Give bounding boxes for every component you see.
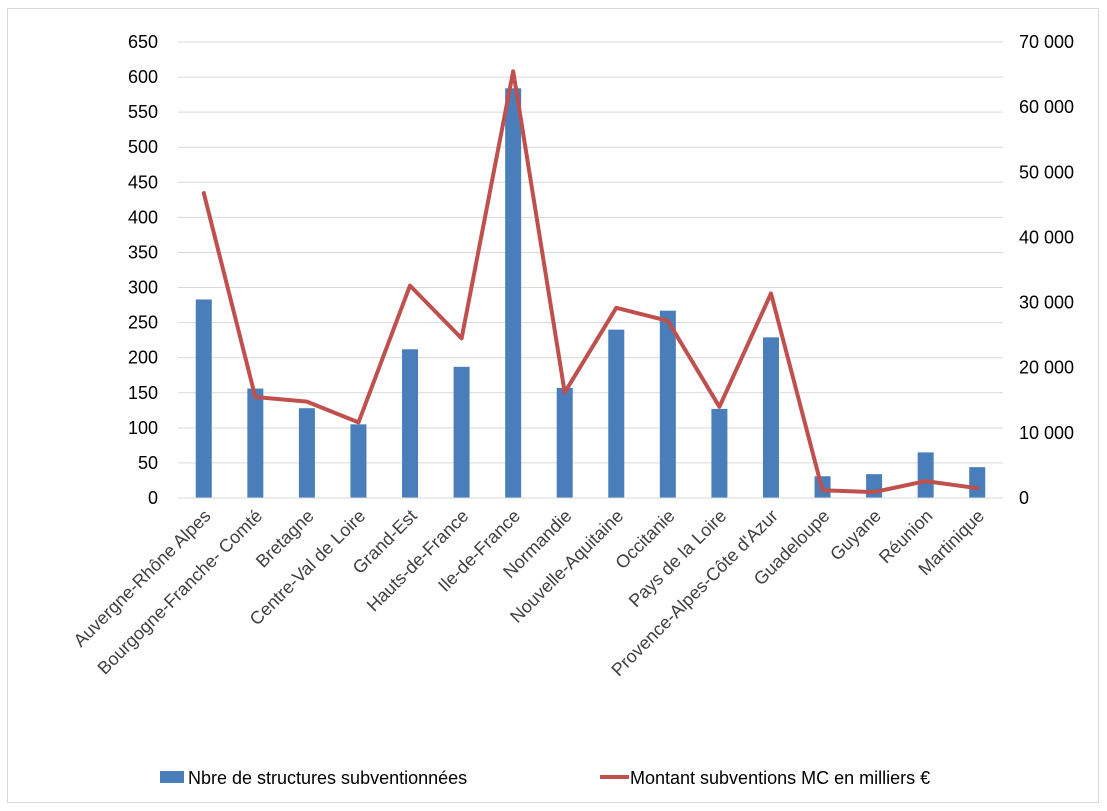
chart-frame xyxy=(7,8,1099,803)
left-tick-label: 450 xyxy=(128,172,158,192)
right-tick-label: 20 000 xyxy=(1019,358,1074,378)
right-tick-label: 0 xyxy=(1019,488,1029,508)
left-tick-label: 400 xyxy=(128,207,158,227)
legend-label-bars: Nbre de structures subventionnées xyxy=(188,768,467,788)
bar xyxy=(247,388,264,498)
left-axis: 0 50 100 150 200 250 300 350 400 450 500 550 600 650 xyxy=(128,32,158,508)
legend-label-line: Montant subventions MC en milliers € xyxy=(630,768,930,788)
left-tick-label: 0 xyxy=(148,488,158,508)
left-tick-label: 350 xyxy=(128,242,158,262)
left-tick-label: 250 xyxy=(128,313,158,333)
bar xyxy=(711,408,728,498)
bar xyxy=(556,387,573,498)
line-series xyxy=(201,69,980,495)
bar xyxy=(195,299,212,498)
left-tick-label: 100 xyxy=(128,418,158,438)
bar xyxy=(350,424,367,498)
left-tick-label: 500 xyxy=(128,137,158,157)
bar xyxy=(505,88,522,498)
left-tick-label: 600 xyxy=(128,67,158,87)
right-tick-label: 50 000 xyxy=(1019,162,1074,182)
right-tick-label: 10 000 xyxy=(1019,423,1074,443)
right-tick-label: 40 000 xyxy=(1019,227,1074,247)
left-tick-label: 300 xyxy=(128,278,158,298)
bar xyxy=(402,349,419,498)
bar xyxy=(917,452,934,498)
left-tick-label: 650 xyxy=(128,32,158,52)
left-tick-label: 200 xyxy=(128,348,158,368)
left-tick-label: 550 xyxy=(128,102,158,122)
right-tick-label: 60 000 xyxy=(1019,97,1074,117)
bar-series xyxy=(195,88,986,498)
right-tick-label: 70 000 xyxy=(1019,32,1074,52)
gridlines xyxy=(178,41,1003,464)
bar xyxy=(298,408,315,498)
bar xyxy=(453,366,470,498)
left-tick-label: 150 xyxy=(128,383,158,403)
right-axis: 0 10 000 20 000 30 000 40 000 50 000 60 000 70 … xyxy=(1019,32,1074,508)
bar xyxy=(608,329,625,498)
legend: Nbre de structures subventionnées Montan… xyxy=(160,768,930,788)
legend-swatch-bars xyxy=(160,771,184,783)
bar xyxy=(969,467,986,498)
bar xyxy=(659,310,676,498)
series-line xyxy=(201,69,980,495)
bar xyxy=(866,474,883,498)
bar xyxy=(762,337,779,498)
right-tick-label: 30 000 xyxy=(1019,293,1074,313)
left-tick-label: 50 xyxy=(138,453,158,473)
